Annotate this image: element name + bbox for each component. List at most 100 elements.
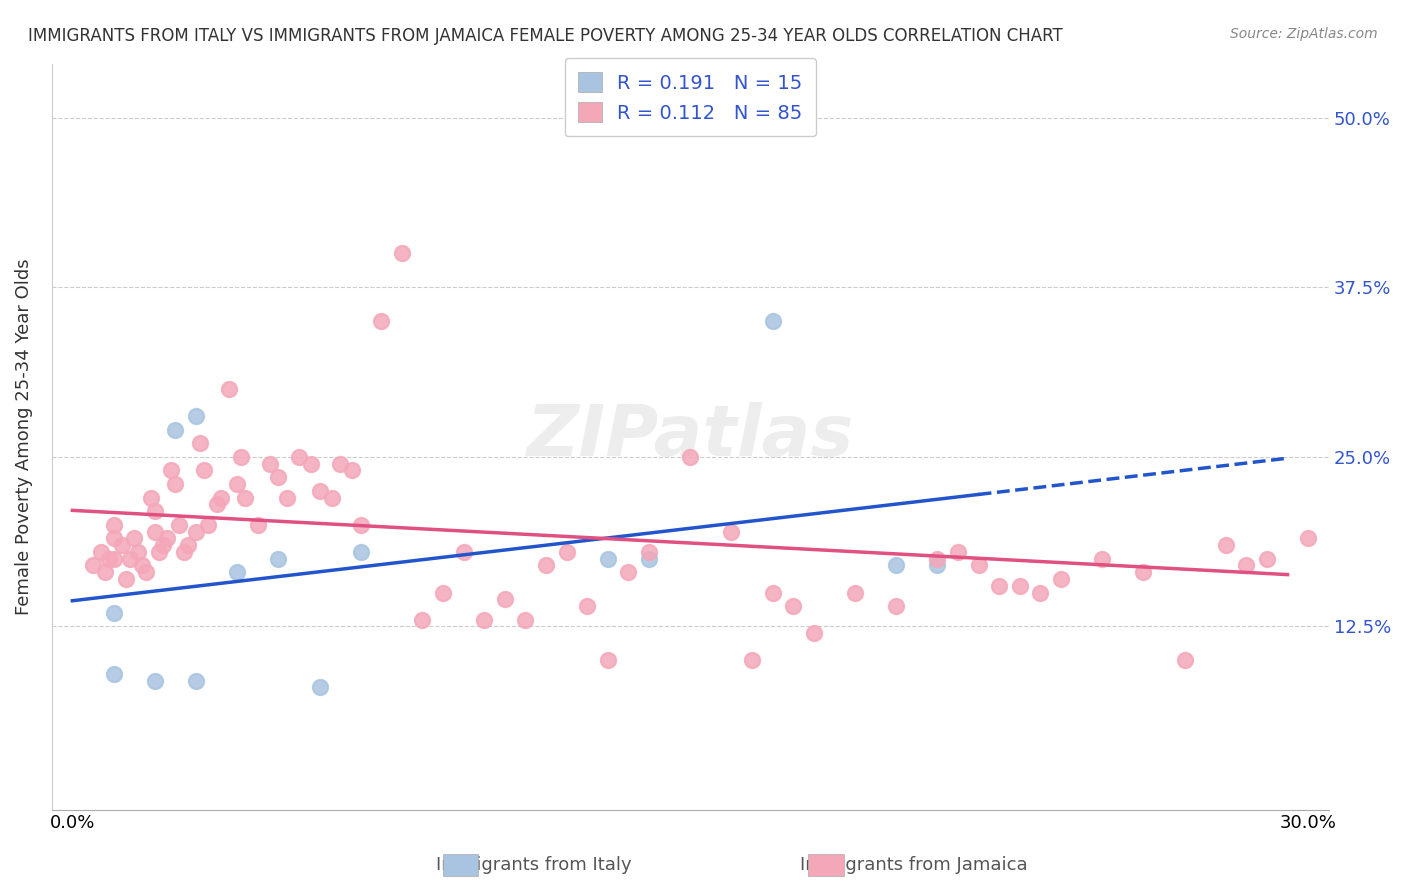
Point <box>188 436 211 450</box>
Point <box>350 545 373 559</box>
Point <box>762 314 785 328</box>
Point <box>720 524 742 539</box>
Point <box>576 599 599 613</box>
Y-axis label: Female Poverty Among 25-34 Year Olds: Female Poverty Among 25-34 Year Olds <box>15 259 32 615</box>
Point <box>1050 572 1073 586</box>
Point <box>267 470 290 484</box>
Point <box>184 524 207 539</box>
Point <box>321 491 343 505</box>
Point <box>741 653 763 667</box>
Point <box>1234 558 1257 573</box>
Point <box>370 314 392 328</box>
Point <box>156 531 179 545</box>
Point <box>515 613 537 627</box>
Point <box>103 606 125 620</box>
Point <box>103 517 125 532</box>
Point <box>534 558 557 573</box>
Point <box>193 463 215 477</box>
Point <box>276 491 298 505</box>
Point <box>143 504 166 518</box>
Point <box>152 538 174 552</box>
Point <box>226 477 249 491</box>
Point <box>139 491 162 505</box>
Point <box>946 545 969 559</box>
Point <box>638 551 661 566</box>
Point <box>165 477 187 491</box>
Point <box>596 551 619 566</box>
Point <box>1379 531 1402 545</box>
Point <box>131 558 153 573</box>
Point <box>1132 565 1154 579</box>
Point <box>103 531 125 545</box>
Point <box>884 599 907 613</box>
Point <box>197 517 219 532</box>
Point <box>115 572 138 586</box>
Point <box>342 463 364 477</box>
Point <box>218 382 240 396</box>
Point <box>411 613 433 627</box>
Point <box>176 538 198 552</box>
Point <box>173 545 195 559</box>
Point <box>118 551 141 566</box>
Point <box>1339 545 1361 559</box>
Text: Immigrants from Jamaica: Immigrants from Jamaica <box>800 856 1028 874</box>
Point <box>122 531 145 545</box>
Point <box>350 517 373 532</box>
Legend: R = 0.191   N = 15, R = 0.112   N = 85: R = 0.191 N = 15, R = 0.112 N = 85 <box>565 58 815 136</box>
Point <box>1215 538 1237 552</box>
Point <box>762 585 785 599</box>
Point <box>94 565 117 579</box>
Point <box>127 545 149 559</box>
Point <box>391 246 413 260</box>
Point <box>259 457 281 471</box>
Point <box>143 673 166 688</box>
Point <box>555 545 578 559</box>
Point <box>1008 579 1031 593</box>
Point <box>165 423 187 437</box>
Point <box>1091 551 1114 566</box>
Point <box>988 579 1011 593</box>
Point <box>103 551 125 566</box>
Text: Source: ZipAtlas.com: Source: ZipAtlas.com <box>1230 27 1378 41</box>
Point <box>160 463 183 477</box>
Point <box>98 551 121 566</box>
Point <box>1029 585 1052 599</box>
Point <box>782 599 804 613</box>
Text: IMMIGRANTS FROM ITALY VS IMMIGRANTS FROM JAMAICA FEMALE POVERTY AMONG 25-34 YEAR: IMMIGRANTS FROM ITALY VS IMMIGRANTS FROM… <box>28 27 1063 45</box>
Point <box>453 545 475 559</box>
Point <box>205 497 228 511</box>
Point <box>329 457 352 471</box>
Point <box>169 517 191 532</box>
Point <box>617 565 640 579</box>
Point <box>90 545 112 559</box>
Point <box>226 565 249 579</box>
Point <box>884 558 907 573</box>
Point <box>111 538 134 552</box>
Point <box>700 111 723 125</box>
Point <box>844 585 866 599</box>
Point <box>1256 551 1278 566</box>
Point <box>184 409 207 424</box>
Point <box>246 517 269 532</box>
Point <box>472 613 495 627</box>
Point <box>494 592 516 607</box>
Point <box>267 551 290 566</box>
Point <box>235 491 257 505</box>
Point <box>288 450 311 464</box>
Point <box>596 653 619 667</box>
Point <box>209 491 232 505</box>
Point <box>679 450 702 464</box>
Point <box>143 524 166 539</box>
Point <box>967 558 990 573</box>
Point <box>803 626 825 640</box>
Point <box>231 450 253 464</box>
Point <box>432 585 454 599</box>
Point <box>638 545 661 559</box>
Point <box>308 681 330 695</box>
Point <box>184 673 207 688</box>
Point <box>103 667 125 681</box>
Text: ZIPatlas: ZIPatlas <box>527 402 853 471</box>
Point <box>148 545 170 559</box>
Point <box>299 457 322 471</box>
Point <box>135 565 157 579</box>
